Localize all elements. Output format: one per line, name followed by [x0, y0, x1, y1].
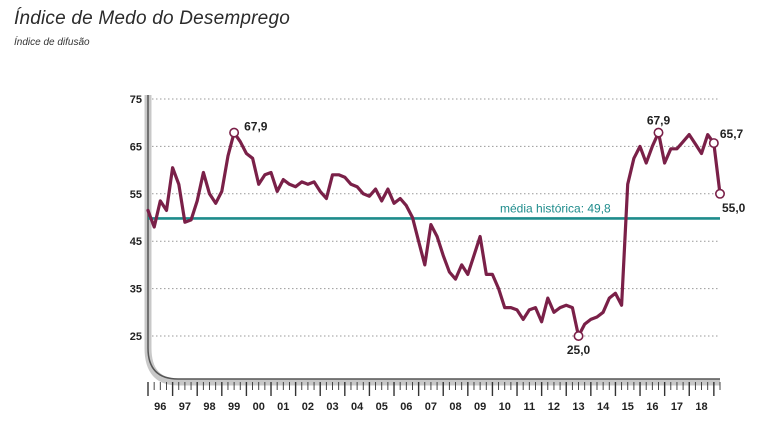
- y-tick-label-25: 25: [130, 331, 142, 343]
- x-tick-label-10: 10: [499, 401, 511, 413]
- annotation-marker: [573, 330, 584, 341]
- chart-title: Índice de Medo do Desemprego: [14, 8, 290, 29]
- x-tick-label-08: 08: [449, 401, 461, 413]
- x-tick-label-16: 16: [646, 401, 658, 413]
- annotation-marker: [708, 138, 719, 149]
- x-tick-label-17: 17: [671, 401, 683, 413]
- x-tick-label-06: 06: [400, 401, 412, 413]
- x-tick-label-14: 14: [597, 401, 610, 413]
- x-tick-label-05: 05: [376, 401, 388, 413]
- x-tick-label-01: 01: [277, 401, 289, 413]
- annotation-label: 67,9: [244, 120, 268, 134]
- x-tick-label-03: 03: [326, 401, 338, 413]
- x-tick-label-04: 04: [351, 401, 364, 413]
- x-tick-label-13: 13: [572, 401, 584, 413]
- annotation-label: 55,0: [722, 201, 746, 215]
- x-tick-label-12: 12: [548, 401, 560, 413]
- annotations: 67,9 25,0 67,9 65,7 55,0: [229, 114, 746, 357]
- x-tick-label-07: 07: [425, 401, 437, 413]
- x-tick-label-99: 99: [228, 401, 240, 413]
- annotation-label: 25,0: [567, 343, 591, 357]
- annotation-marker: [714, 188, 725, 199]
- series-line-path: [146, 131, 722, 338]
- x-tick-label-02: 02: [302, 401, 314, 413]
- x-tick-label-96: 96: [154, 401, 166, 413]
- average-line-label: média histórica: 49,8: [500, 201, 611, 215]
- y-axis: 75 65 55 45 35 25: [130, 94, 142, 343]
- y-tick-label-65: 65: [130, 141, 142, 153]
- annotation-label: 65,7: [720, 127, 744, 141]
- y-tick-label-55: 55: [130, 189, 142, 201]
- x-tick-label-11: 11: [524, 401, 536, 413]
- x-tick-label-09: 09: [474, 401, 486, 413]
- chart-frame: [144, 95, 721, 396]
- x-tick-label-18: 18: [695, 401, 707, 413]
- x-tick-label-97: 97: [179, 401, 191, 413]
- series-line: [146, 131, 722, 338]
- chart-subtitle: Índice de difusão: [14, 37, 90, 48]
- y-tick-label-35: 35: [130, 284, 142, 296]
- y-tick-label-45: 45: [130, 236, 142, 248]
- annotation-marker: [229, 127, 240, 138]
- x-tick-label-98: 98: [203, 401, 215, 413]
- x-tick-label-15: 15: [622, 401, 634, 413]
- x-tick-label-00: 00: [253, 401, 265, 413]
- x-axis: 96 97 98 99 00 01 02 03 04 05 06 07 08 09 10 11 12 13 14 15…: [154, 401, 707, 413]
- axis-frame: [147, 95, 720, 380]
- annotation-label: 67,9: [647, 114, 671, 128]
- average-line: média histórica: 49,8: [148, 201, 720, 220]
- y-tick-label-75: 75: [130, 94, 142, 106]
- annotation-marker: [653, 127, 664, 138]
